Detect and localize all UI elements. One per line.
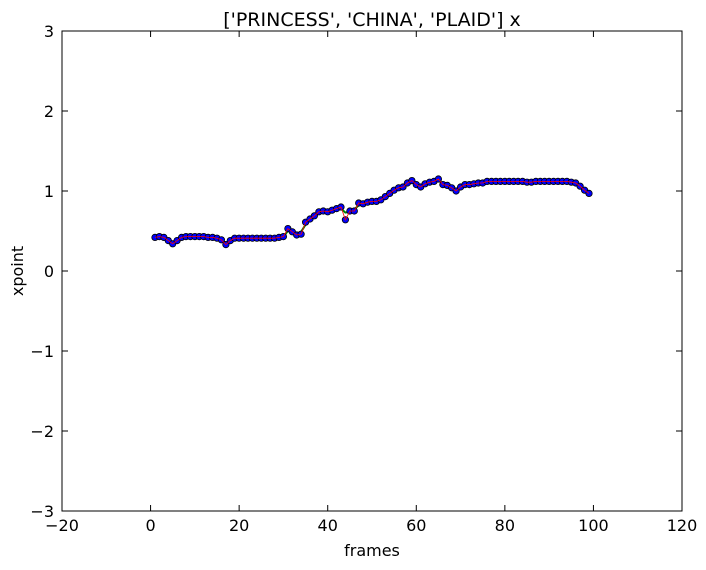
series [151, 175, 593, 249]
y-tick-label: 1 [44, 182, 54, 201]
tick-labels: −20 0 20 40 60 80 100 120 −3 −2 −1 0 1 2 3 [30, 22, 697, 535]
x-tick-label: 80 [495, 516, 515, 535]
y-tick-label: −1 [30, 342, 54, 361]
plot-frame [61, 30, 683, 512]
x-axis-label: frames [344, 541, 400, 560]
x-tick-label: 60 [406, 516, 426, 535]
x-tick-label: 100 [578, 516, 609, 535]
x-tick-label: 20 [229, 516, 249, 535]
x-tick-label: −20 [45, 516, 79, 535]
y-tick-label: 3 [44, 22, 54, 41]
x-tick-label: 120 [667, 516, 698, 535]
x-tick-label: 0 [145, 516, 155, 535]
x-tick-label: 40 [318, 516, 338, 535]
chart-title: ['PRINCESS', 'CHINA', 'PLAID'] x [223, 9, 521, 31]
y-axis-label: xpoint [8, 246, 27, 296]
y-tick-label: −2 [30, 422, 54, 441]
y-tick-label: −3 [30, 502, 54, 521]
y-tick-label: 0 [44, 262, 54, 281]
y-tick-label: 2 [44, 102, 54, 121]
plot-area [62, 31, 682, 511]
trace-line [154, 178, 590, 246]
